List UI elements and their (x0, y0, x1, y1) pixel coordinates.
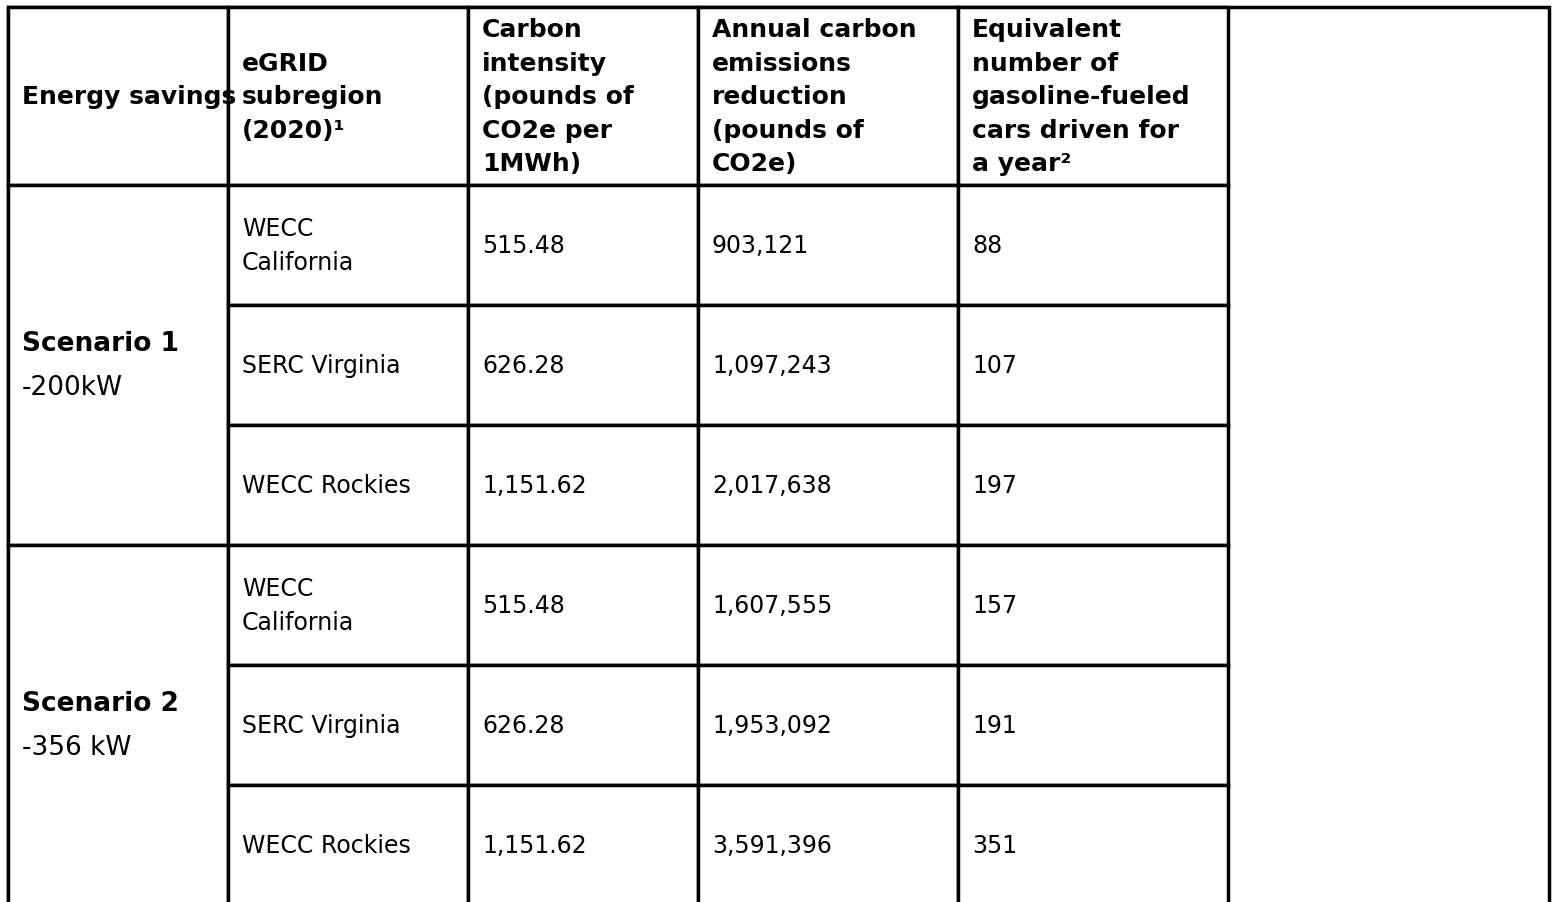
Text: 2,017,638: 2,017,638 (712, 474, 831, 497)
Bar (469, 426, 698, 546)
Text: Scenario 2: Scenario 2 (22, 690, 179, 716)
Text: 515.48: 515.48 (483, 594, 565, 617)
Text: 1,953,092: 1,953,092 (712, 713, 831, 737)
Bar (227, 306, 469, 426)
Bar (958, 546, 1228, 666)
Text: 157: 157 (972, 594, 1017, 617)
Text: Equivalent
number of
gasoline-fueled
cars driven for
a year²: Equivalent number of gasoline-fueled car… (972, 18, 1191, 176)
Text: 191: 191 (972, 713, 1017, 737)
Bar (469, 546, 698, 666)
Text: 903,121: 903,121 (712, 234, 810, 258)
Text: WECC
California: WECC California (241, 217, 355, 274)
Bar (8, 546, 227, 902)
Text: Scenario 1: Scenario 1 (22, 331, 179, 356)
Bar (469, 186, 698, 306)
Bar (698, 785, 958, 902)
Bar (958, 785, 1228, 902)
Text: Carbon
intensity
(pounds of
CO2e per
1MWh): Carbon intensity (pounds of CO2e per 1MW… (483, 18, 634, 176)
Bar (698, 426, 958, 546)
Bar (469, 8, 698, 186)
Text: 1,151.62: 1,151.62 (483, 833, 587, 857)
Text: 1,151.62: 1,151.62 (483, 474, 587, 497)
Bar (469, 306, 698, 426)
Bar (958, 186, 1228, 306)
Text: eGRID
subregion
(2020)¹: eGRID subregion (2020)¹ (241, 51, 383, 143)
Text: 515.48: 515.48 (483, 234, 565, 258)
Bar (958, 8, 1228, 186)
Bar (8, 186, 227, 546)
Text: 626.28: 626.28 (483, 713, 565, 737)
Text: -356 kW: -356 kW (22, 734, 131, 760)
Bar (227, 426, 469, 546)
Text: 351: 351 (972, 833, 1017, 857)
Text: SERC Virginia: SERC Virginia (241, 354, 400, 378)
Bar (698, 8, 958, 186)
Text: 1,097,243: 1,097,243 (712, 354, 831, 378)
Bar (227, 186, 469, 306)
Text: SERC Virginia: SERC Virginia (241, 713, 400, 737)
Bar (469, 785, 698, 902)
Bar (698, 666, 958, 785)
Text: Annual carbon
emissions
reduction
(pounds of
CO2e): Annual carbon emissions reduction (pound… (712, 18, 917, 176)
Bar (698, 546, 958, 666)
Text: WECC Rockies: WECC Rockies (241, 474, 411, 497)
Bar (698, 186, 958, 306)
Text: WECC
California: WECC California (241, 576, 355, 634)
Bar (227, 8, 469, 186)
Bar (958, 666, 1228, 785)
Text: 88: 88 (972, 234, 1003, 258)
Bar (958, 426, 1228, 546)
Bar (227, 666, 469, 785)
Text: -200kW: -200kW (22, 374, 123, 400)
Text: 1,607,555: 1,607,555 (712, 594, 833, 617)
Text: 3,591,396: 3,591,396 (712, 833, 831, 857)
Bar (469, 666, 698, 785)
Text: 107: 107 (972, 354, 1017, 378)
Bar (227, 785, 469, 902)
Bar (8, 8, 227, 186)
Bar (227, 546, 469, 666)
Text: Energy savings: Energy savings (22, 85, 237, 109)
Text: 626.28: 626.28 (483, 354, 565, 378)
Text: WECC Rockies: WECC Rockies (241, 833, 411, 857)
Bar (698, 306, 958, 426)
Bar (958, 306, 1228, 426)
Text: 197: 197 (972, 474, 1017, 497)
